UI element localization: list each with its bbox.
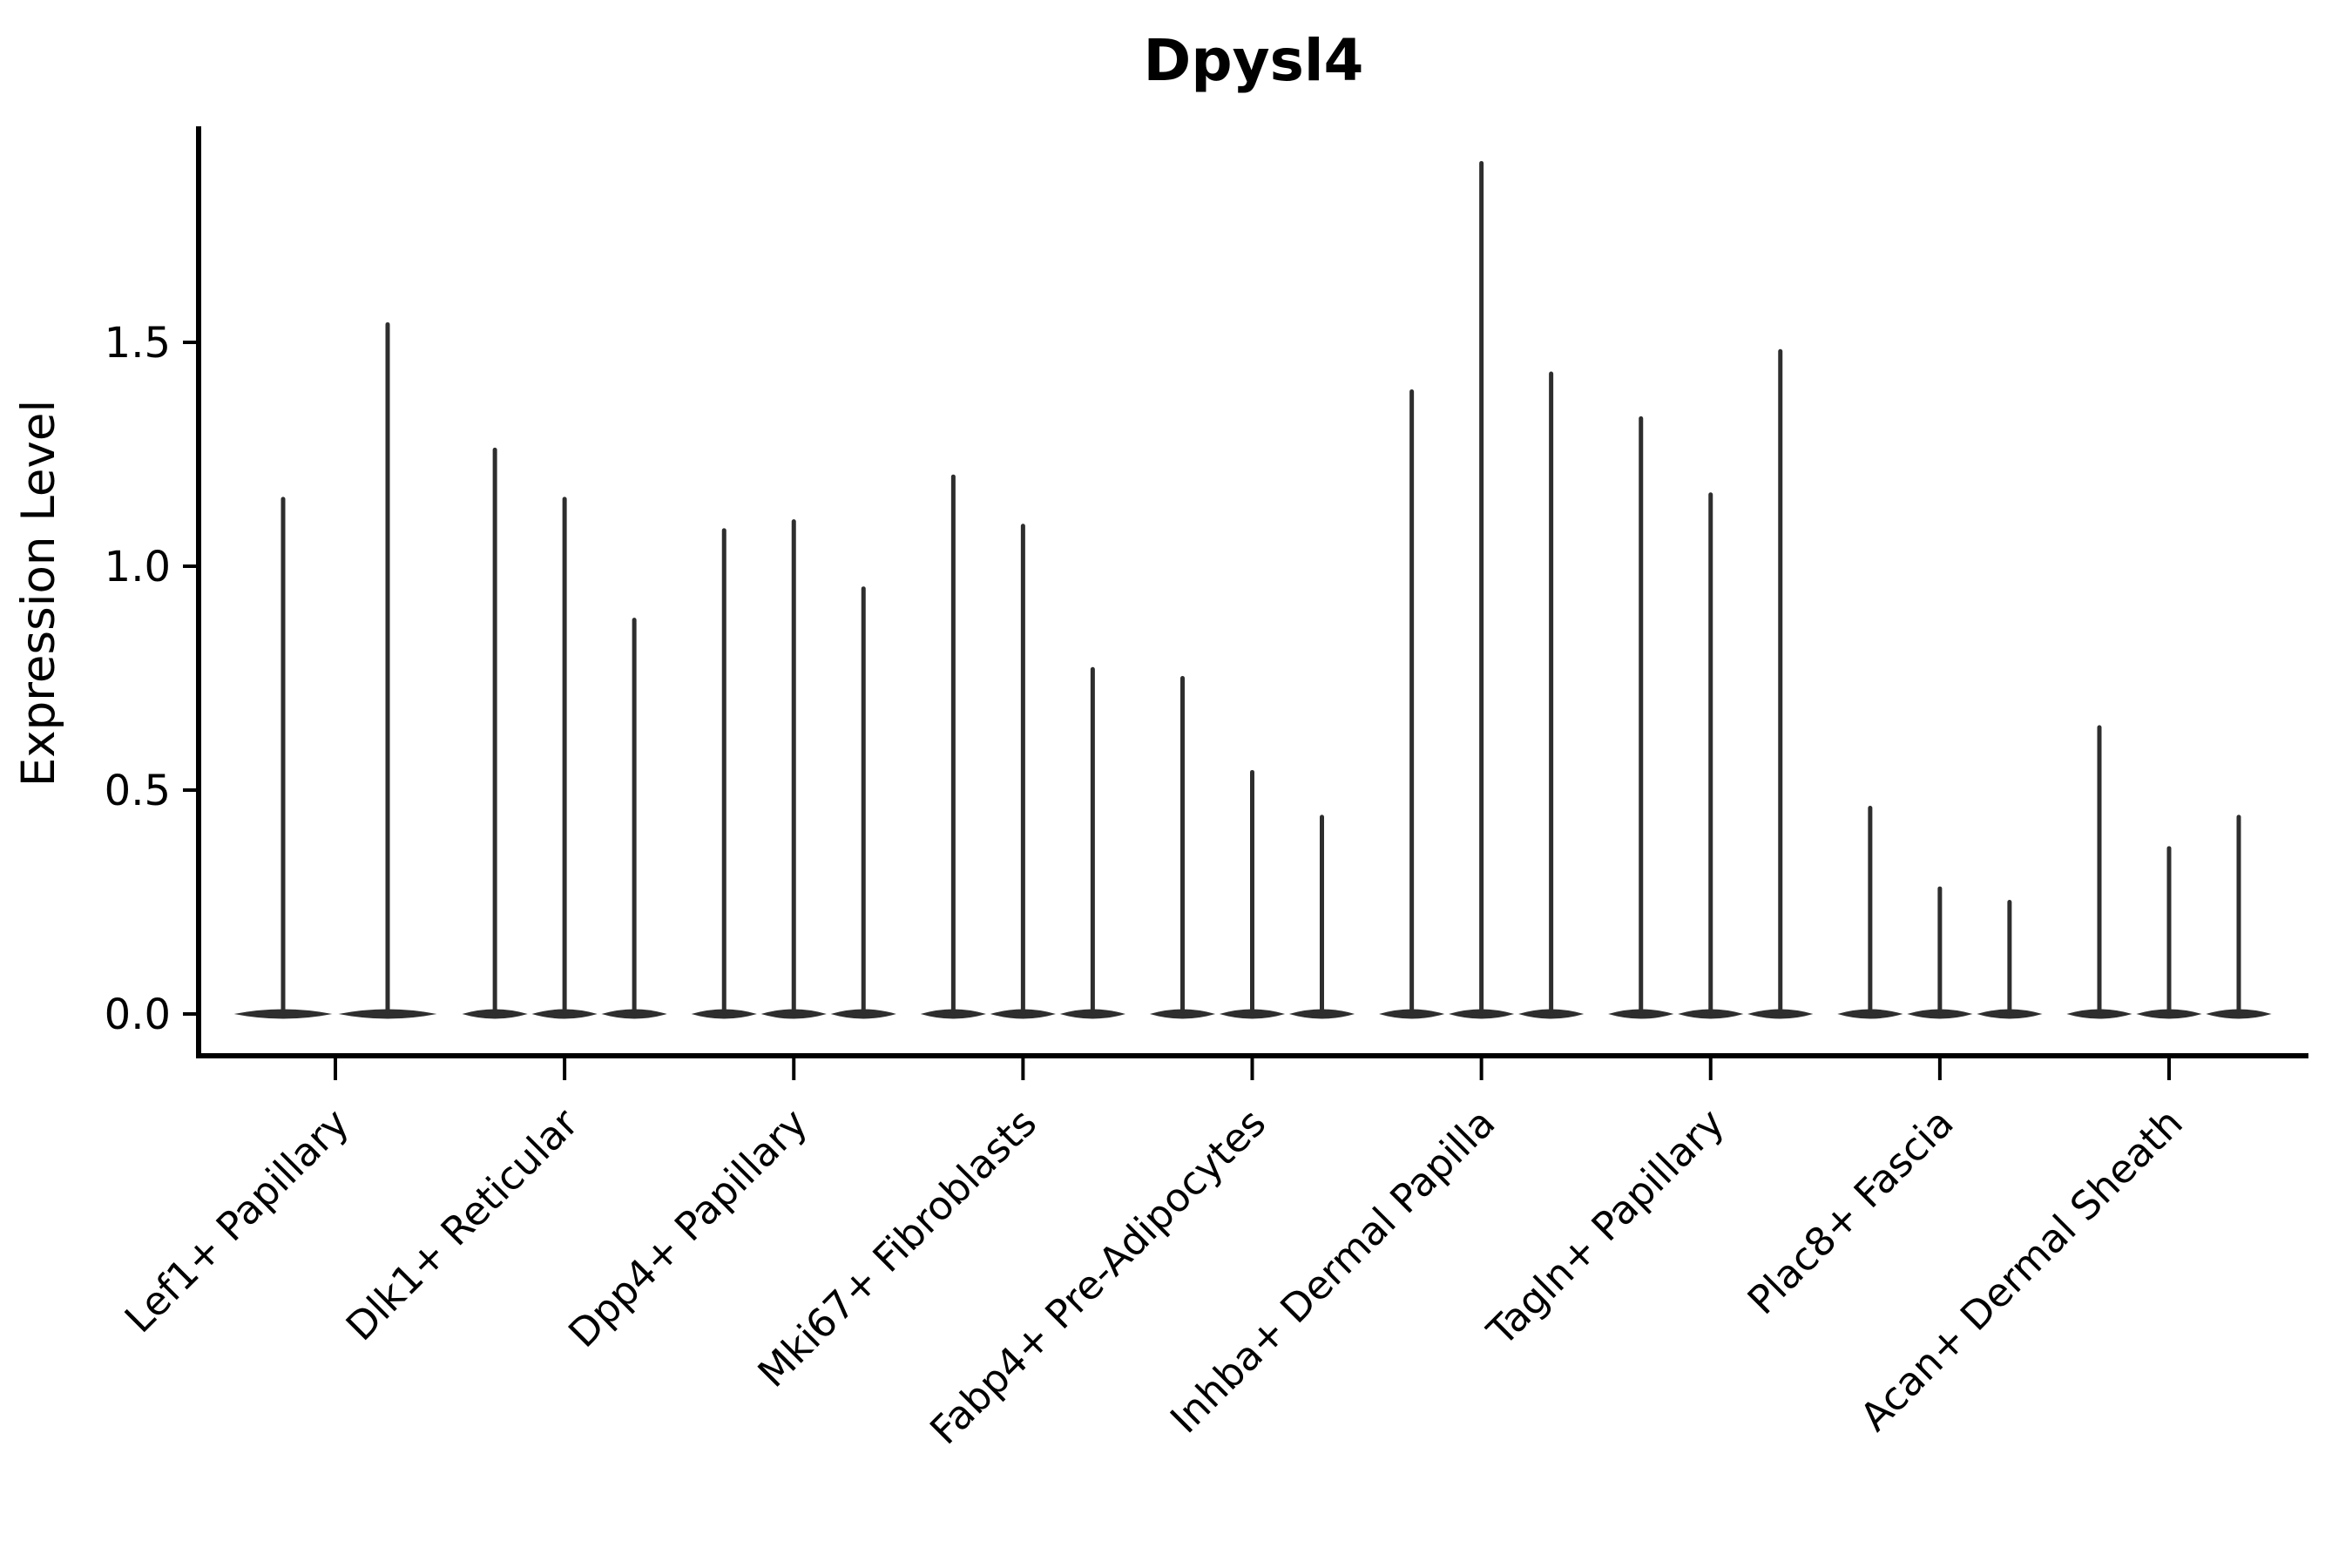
y-tick-label: 1.0 (105, 543, 171, 591)
violin-group (1608, 348, 1814, 1019)
chart-title: Dpysl4 (1144, 27, 1364, 94)
x-tick-label: Plac8+ Fascia (1739, 1099, 1963, 1323)
x-tick-label: Dpp4+ Papillary (559, 1099, 816, 1356)
violin-group (1379, 160, 1585, 1019)
violin-group (691, 519, 896, 1019)
x-tick-label: Lef1+ Papillary (116, 1099, 358, 1342)
violins (233, 160, 2272, 1019)
x-tick-label: Dlk1+ Reticular (337, 1099, 587, 1349)
violin-group (920, 474, 1125, 1019)
y-tick-label: 0.5 (105, 767, 171, 815)
y-axis-ticks: 0.0 0.5 1.0 1.5 (105, 319, 199, 1039)
y-tick-label: 1.5 (105, 319, 171, 368)
x-tick-label: Tagln+ Papillary (1477, 1099, 1733, 1355)
violin-group (233, 321, 437, 1019)
violin-group (1837, 806, 2043, 1019)
violin-group (2066, 725, 2272, 1019)
violin-group (1149, 676, 1355, 1019)
y-tick-label: 0.0 (105, 990, 171, 1039)
y-axis-label: Expression Level (12, 400, 65, 787)
violin-group (462, 447, 667, 1019)
